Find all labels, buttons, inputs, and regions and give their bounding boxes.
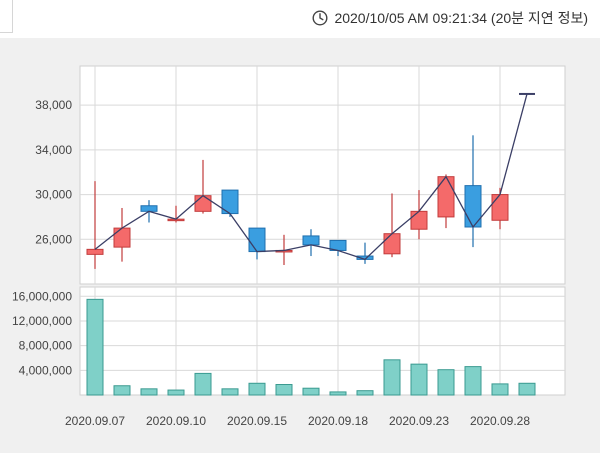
price-y-tick-label: 34,000	[35, 143, 72, 157]
volume-bar	[518, 382, 536, 396]
volume-bar	[86, 298, 104, 396]
candle-body	[383, 233, 401, 255]
volume-bar	[356, 390, 374, 396]
x-tick-label: 2020.09.07	[65, 414, 125, 428]
x-tick-label: 2020.09.10	[146, 414, 206, 428]
volume-bar	[464, 366, 482, 396]
price-y-tick-label: 38,000	[35, 98, 72, 112]
volume-bar	[410, 363, 428, 396]
candle-body	[410, 210, 428, 230]
candle-body	[491, 194, 509, 221]
candle-body	[86, 248, 104, 255]
volume-y-tick-label: 16,000,000	[12, 289, 72, 303]
candle-body	[140, 205, 158, 212]
top-bar: 2020/10/05 AM 09:21:34 (20분 지연 정보)	[0, 0, 600, 38]
left-tab[interactable]	[0, 0, 13, 33]
volume-y-tick-label: 12,000,000	[12, 314, 72, 328]
stock-chart: 26,000 30,000 34,000 38,000 4,000,000 8,000,0…	[12, 65, 566, 428]
volume-panel	[79, 286, 566, 396]
timestamp-text: 2020/10/05 AM 09:21:34 (20분 지연 정보)	[334, 10, 588, 26]
volume-bar	[383, 359, 401, 396]
candle-body	[302, 235, 320, 246]
volume-bar	[248, 382, 266, 396]
volume-bar	[167, 389, 185, 396]
timestamp-display: 2020/10/05 AM 09:21:34 (20분 지연 정보)	[312, 8, 588, 28]
price-y-tick-label: 26,000	[35, 232, 72, 246]
close-price-line	[94, 93, 528, 261]
volume-bar	[140, 388, 158, 396]
x-tick-label: 2020.09.15	[227, 414, 287, 428]
volume-bar	[221, 388, 239, 396]
clock-icon	[312, 10, 328, 26]
x-tick-label: 2020.09.28	[470, 414, 530, 428]
stock-chart-area: 26,000 30,000 34,000 38,000 4,000,000 8,000,0…	[0, 38, 600, 453]
volume-y-tick-label: 4,000,000	[19, 363, 73, 377]
volume-bar	[302, 387, 320, 396]
price-y-tick-label: 30,000	[35, 188, 72, 202]
volume-bar	[329, 391, 347, 396]
candle-body	[248, 227, 266, 253]
volume-bar	[113, 385, 131, 396]
candle-body	[437, 176, 455, 218]
candle-body	[194, 195, 212, 212]
volume-bar	[437, 369, 455, 396]
price-panel	[79, 65, 566, 285]
volume-bar	[275, 384, 293, 396]
volume-bar	[194, 372, 212, 396]
candle-body	[113, 227, 131, 248]
volume-y-tick-label: 8,000,000	[19, 339, 73, 353]
x-tick-label: 2020.09.23	[389, 414, 449, 428]
volume-bar	[491, 383, 509, 396]
x-tick-label: 2020.09.18	[308, 414, 368, 428]
